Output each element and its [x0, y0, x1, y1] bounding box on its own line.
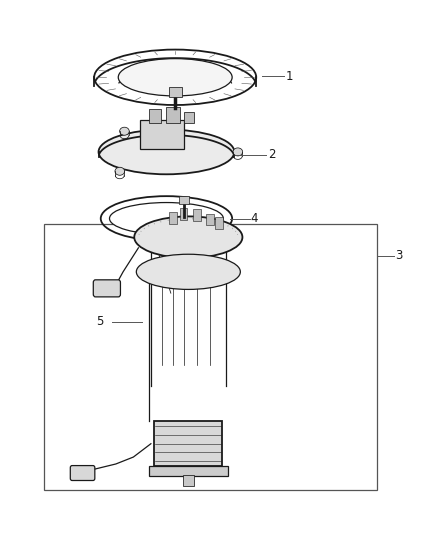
Bar	[149, 466, 228, 476]
Bar	[183, 475, 194, 486]
Bar	[149, 109, 161, 123]
Bar	[206, 214, 214, 225]
Bar	[154, 421, 222, 466]
Text: 3: 3	[395, 249, 403, 262]
Ellipse shape	[136, 254, 240, 289]
Bar	[169, 87, 182, 97]
Bar	[166, 107, 180, 123]
Bar	[179, 196, 189, 204]
FancyBboxPatch shape	[70, 466, 95, 481]
Bar	[44, 224, 377, 490]
FancyBboxPatch shape	[140, 120, 184, 149]
Text: 2: 2	[268, 148, 276, 161]
Bar	[215, 217, 223, 229]
FancyBboxPatch shape	[93, 280, 120, 297]
Ellipse shape	[118, 59, 232, 96]
Bar	[169, 212, 177, 224]
Ellipse shape	[110, 203, 223, 235]
Ellipse shape	[233, 148, 243, 156]
Bar	[180, 208, 187, 220]
Ellipse shape	[99, 130, 234, 174]
Bar	[184, 112, 194, 123]
Ellipse shape	[120, 127, 129, 135]
Text: 4: 4	[251, 212, 258, 225]
Text: 1: 1	[286, 70, 293, 83]
Ellipse shape	[115, 167, 124, 175]
Ellipse shape	[134, 216, 243, 258]
Text: 5: 5	[96, 315, 104, 328]
Bar	[193, 209, 201, 221]
